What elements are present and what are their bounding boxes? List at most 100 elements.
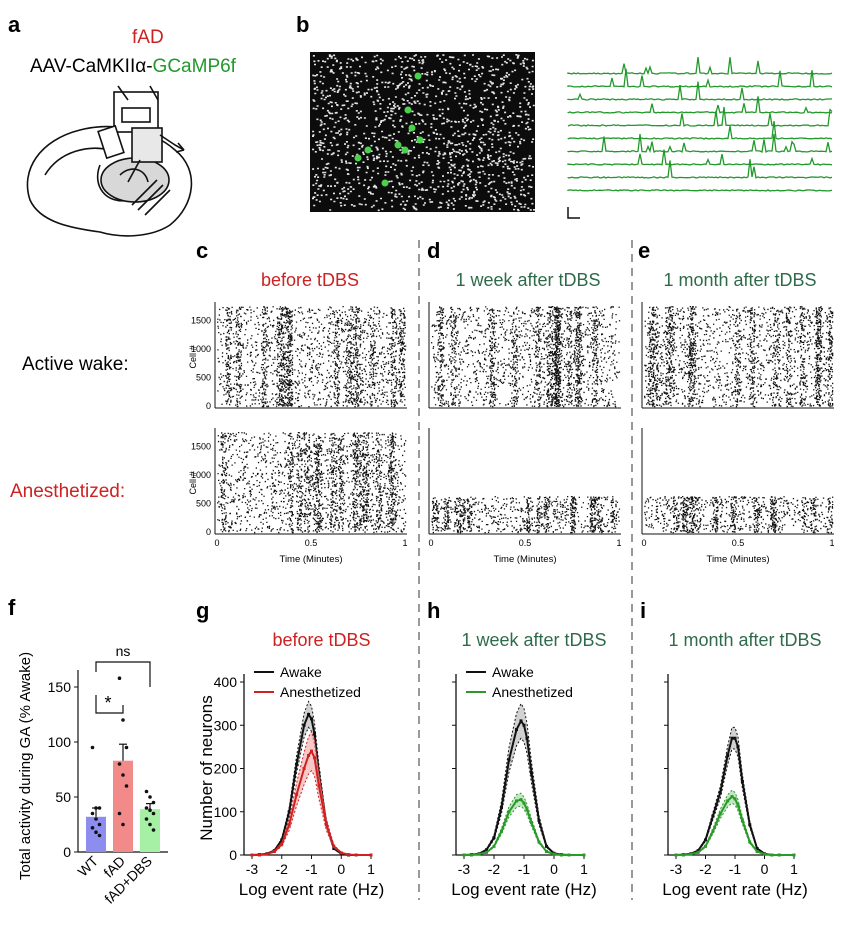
series-point bbox=[500, 829, 503, 833]
bar-chart-f: 0 50 100 150 Total activity during GA (% Awa… bbox=[17, 643, 168, 907]
series-point bbox=[515, 728, 518, 732]
calcium-trace bbox=[567, 133, 833, 154]
fov-roi-marker bbox=[401, 146, 409, 154]
xtick-label: -2 bbox=[276, 861, 289, 877]
series-point bbox=[302, 767, 306, 770]
series-point bbox=[525, 808, 529, 812]
series-point bbox=[287, 810, 291, 814]
series-point bbox=[280, 838, 284, 842]
series-band bbox=[464, 703, 584, 855]
raster-xtick: 0 bbox=[641, 538, 646, 548]
xlabel: Log event rate (Hz) bbox=[662, 880, 808, 899]
fov-roi-marker bbox=[416, 136, 424, 144]
fov-neuron-dots bbox=[312, 54, 535, 212]
chart-i: 1 month after tDBS -3 -2 -1 0 1 Log event rate… bbox=[662, 630, 821, 899]
f-data-point bbox=[94, 806, 98, 810]
series-point bbox=[740, 779, 744, 783]
series-point bbox=[748, 840, 752, 844]
raster-xtick: 0.5 bbox=[732, 538, 745, 548]
series-point bbox=[332, 847, 336, 851]
fov-roi-marker bbox=[354, 154, 362, 162]
series-point bbox=[777, 853, 781, 857]
series-point bbox=[295, 762, 299, 766]
series-point bbox=[726, 799, 730, 803]
construct-label: AAV-CaMKIIα-GCaMP6f bbox=[30, 56, 237, 77]
f-data-point bbox=[151, 811, 156, 816]
series-band-edge bbox=[463, 702, 584, 856]
raster-ytick: 500 bbox=[196, 372, 211, 382]
raster-ytick: 0 bbox=[206, 401, 211, 411]
f-data-point bbox=[90, 826, 95, 830]
mouse-head-diagram bbox=[26, 85, 193, 237]
xtick-label: -1 bbox=[518, 861, 531, 877]
f-ylabel: Total activity during GA (% Awake) bbox=[17, 652, 34, 880]
fov-roi-marker bbox=[414, 72, 422, 80]
series-point bbox=[704, 844, 707, 848]
f-data-point bbox=[121, 718, 125, 722]
f-data-point bbox=[144, 789, 149, 794]
ytick-label: 400 bbox=[214, 674, 238, 690]
series-point bbox=[718, 812, 722, 816]
chart-title: before tDBS bbox=[272, 630, 370, 650]
calcium-trace bbox=[567, 121, 833, 140]
series-point bbox=[519, 719, 523, 723]
series-point bbox=[307, 712, 311, 716]
series-band-edge bbox=[676, 802, 794, 856]
panel-label-e: e bbox=[638, 238, 650, 263]
xtick-label: 1 bbox=[367, 861, 375, 877]
series-point bbox=[470, 853, 473, 857]
f-sig-label: * bbox=[104, 693, 111, 713]
legend-label: Awake bbox=[280, 664, 322, 680]
f-ytick-label: 0 bbox=[63, 844, 71, 860]
series-band bbox=[676, 727, 794, 855]
series-point bbox=[485, 850, 488, 854]
fov-roi-marker bbox=[404, 106, 412, 114]
series-point bbox=[525, 736, 529, 740]
raster-spikes bbox=[644, 496, 834, 534]
series-band bbox=[252, 701, 371, 855]
f-bar bbox=[113, 760, 133, 852]
legend-label: Awake bbox=[492, 664, 534, 680]
series-band bbox=[464, 793, 584, 855]
series-point bbox=[567, 853, 571, 857]
series-point bbox=[507, 810, 511, 814]
row-label-awake: Active wake: bbox=[22, 354, 129, 375]
series-point bbox=[507, 758, 511, 762]
f-data-point bbox=[90, 745, 95, 750]
calcium-trace bbox=[567, 159, 833, 179]
xtick-label: -3 bbox=[246, 861, 259, 877]
xlabel: Log event rate (Hz) bbox=[239, 880, 385, 899]
calcium-trace bbox=[567, 57, 833, 76]
series-point bbox=[522, 723, 526, 727]
chart-title: 1 month after tDBS bbox=[668, 630, 821, 650]
panel-label-d: d bbox=[427, 238, 440, 263]
fad-label: fAD bbox=[132, 27, 164, 48]
series-point bbox=[530, 821, 533, 825]
ylabel: Number of neurons bbox=[197, 695, 216, 841]
f-data-point bbox=[151, 800, 156, 805]
f-ytick-label: 150 bbox=[48, 679, 72, 695]
series-point bbox=[317, 784, 321, 788]
raster-plots: Cell # 0 500 1000 1500 Cell # 0 500 1000 1500 0 0.5… bbox=[188, 302, 835, 565]
raster-spikes bbox=[217, 306, 407, 408]
raster-xlabel: Time (Minutes) bbox=[494, 554, 557, 565]
series-point bbox=[522, 801, 526, 805]
series-point bbox=[312, 732, 316, 736]
series-point bbox=[332, 844, 336, 848]
f-data-point bbox=[144, 806, 149, 810]
xtick-label: 0 bbox=[550, 861, 558, 877]
raster-xtick: 1 bbox=[402, 538, 407, 548]
xtick-label: -2 bbox=[488, 861, 501, 877]
panel-label-a: a bbox=[8, 12, 21, 37]
series-point bbox=[730, 736, 734, 740]
series-point bbox=[718, 790, 722, 794]
series-point bbox=[696, 850, 700, 854]
xtick-label: -1 bbox=[729, 861, 742, 877]
series-point bbox=[674, 853, 678, 857]
series-band-edge bbox=[252, 769, 371, 856]
series-point bbox=[462, 853, 466, 857]
series-point bbox=[310, 749, 313, 753]
f-data-point bbox=[117, 811, 122, 816]
f-sig-bracket bbox=[95, 661, 151, 687]
series-point bbox=[711, 814, 715, 818]
